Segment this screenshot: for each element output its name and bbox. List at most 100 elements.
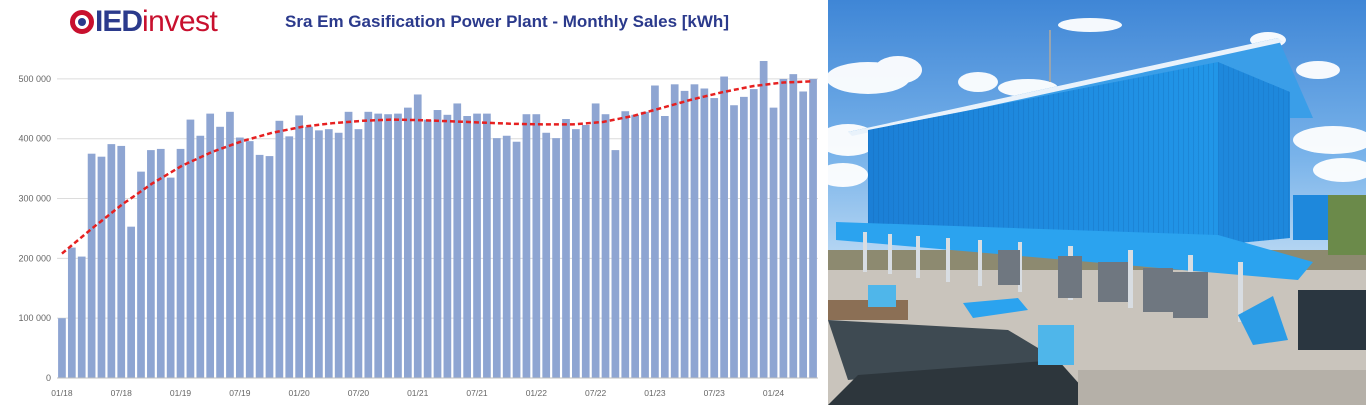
bar-month-65 <box>700 88 709 378</box>
bar-month-66 <box>710 98 719 378</box>
bar-month-41 <box>463 116 471 378</box>
right-annex <box>1293 195 1328 240</box>
bar-month-72 <box>769 107 778 378</box>
bar-month-8 <box>137 171 145 378</box>
bar-month-76 <box>809 78 817 379</box>
monthly-sales-chart: 0 100 000 200 000 300 000 400 000 500 000 01/1… <box>18 60 818 398</box>
bar-month-7 <box>127 226 135 378</box>
bar-month-2 <box>77 256 86 378</box>
y-tick-label: 400 000 <box>18 134 51 144</box>
bar-month-27 <box>324 129 333 378</box>
x-tick-label: 07/18 <box>111 388 133 398</box>
bar-month-12 <box>176 148 185 378</box>
x-tick-label: 01/21 <box>407 388 429 398</box>
bar-month-1 <box>67 247 76 378</box>
bar-month-55 <box>601 114 610 378</box>
bar-month-58 <box>631 114 640 378</box>
x-tick-label: 07/19 <box>229 388 251 398</box>
bar-month-15 <box>206 113 215 379</box>
bar-month-46 <box>512 141 521 378</box>
bar-month-4 <box>97 156 106 378</box>
clouds <box>828 18 1366 187</box>
bar-month-25 <box>305 126 313 378</box>
y-tick-label: 500 000 <box>18 74 51 84</box>
logo-text-ied: IED <box>95 5 143 38</box>
bar-month-22 <box>275 120 284 379</box>
x-tick-label: 07/20 <box>348 388 370 398</box>
bar-month-60 <box>651 85 659 378</box>
bar-month-21 <box>265 156 274 378</box>
bar-month-44 <box>492 138 501 378</box>
y-tick-label: 100 000 <box>18 313 51 323</box>
bar-month-69 <box>740 96 748 379</box>
y-tick-label: 0 <box>46 373 51 383</box>
bar-month-11 <box>166 177 175 378</box>
bar-month-36 <box>413 94 422 378</box>
bar-month-38 <box>433 110 442 378</box>
x-tick-label: 01/19 <box>170 388 192 398</box>
bar-month-47 <box>522 114 531 378</box>
bar-month-16 <box>216 126 224 378</box>
bar-month-19 <box>245 141 254 378</box>
bar-month-53 <box>581 124 590 378</box>
logo-text-invest: invest <box>142 5 218 38</box>
bar-month-14 <box>196 135 205 378</box>
bar-month-13 <box>186 119 195 378</box>
bar-month-54 <box>591 103 600 378</box>
bar-month-62 <box>670 84 679 378</box>
trend-line <box>61 80 814 255</box>
power-plant-photo <box>828 0 1366 405</box>
bar-month-63 <box>680 90 689 378</box>
bar-month-24 <box>295 115 303 378</box>
bar-month-29 <box>344 111 353 378</box>
small-blue-shelter <box>963 298 1028 318</box>
bar-month-52 <box>572 129 580 378</box>
chart-title: Sra Em Gasification Power Plant - Monthl… <box>285 12 729 31</box>
bar-month-74 <box>789 74 798 378</box>
bar-month-3 <box>87 153 96 378</box>
y-tick-label: 300 000 <box>18 194 51 204</box>
bar-month-59 <box>641 111 649 378</box>
bar-month-39 <box>443 114 452 378</box>
bar-month-64 <box>690 84 699 378</box>
bar-month-56 <box>611 150 620 378</box>
chart-panel: IED invest Sra Em Gasification Power Pla… <box>18 4 818 398</box>
bar-month-48 <box>532 114 541 378</box>
bar-month-31 <box>364 111 373 378</box>
bar-month-68 <box>730 105 738 379</box>
canopy <box>836 222 1313 280</box>
bar-month-17 <box>226 111 234 378</box>
bar-month-71 <box>759 60 768 378</box>
bar-month-35 <box>404 107 412 378</box>
x-tick-label: 01/23 <box>644 388 666 398</box>
bar-month-10 <box>156 148 165 378</box>
x-tick-label: 01/18 <box>51 388 73 398</box>
right-blue-shelter <box>1238 296 1288 345</box>
x-tick-label: 01/20 <box>288 388 310 398</box>
bar-month-61 <box>660 116 669 378</box>
x-tick-label: 07/22 <box>585 388 607 398</box>
equipment <box>998 250 1208 318</box>
bar-month-57 <box>621 111 630 378</box>
bar-month-18 <box>235 137 244 378</box>
bar-month-73 <box>779 78 788 379</box>
bar-month-43 <box>483 113 491 379</box>
logo-mark-icon <box>70 10 94 34</box>
bar-month-30 <box>354 129 363 378</box>
bar-month-20 <box>255 154 264 378</box>
bar-month-6 <box>117 145 126 378</box>
bar-month-49 <box>542 132 551 378</box>
bar-month-40 <box>453 103 462 378</box>
bar-month-5 <box>107 144 116 378</box>
bar-month-67 <box>720 76 728 378</box>
bar-month-34 <box>394 113 402 379</box>
bar-month-28 <box>334 132 343 378</box>
y-tick-label: 200 000 <box>18 253 51 263</box>
bar-month-26 <box>315 130 323 378</box>
x-tick-label: 01/22 <box>526 388 548 398</box>
bar-month-51 <box>562 119 570 378</box>
bar-month-45 <box>502 135 511 378</box>
bar-month-37 <box>423 119 432 378</box>
bar-month-50 <box>552 138 560 378</box>
ied-invest-logo: IED invest <box>70 4 218 40</box>
